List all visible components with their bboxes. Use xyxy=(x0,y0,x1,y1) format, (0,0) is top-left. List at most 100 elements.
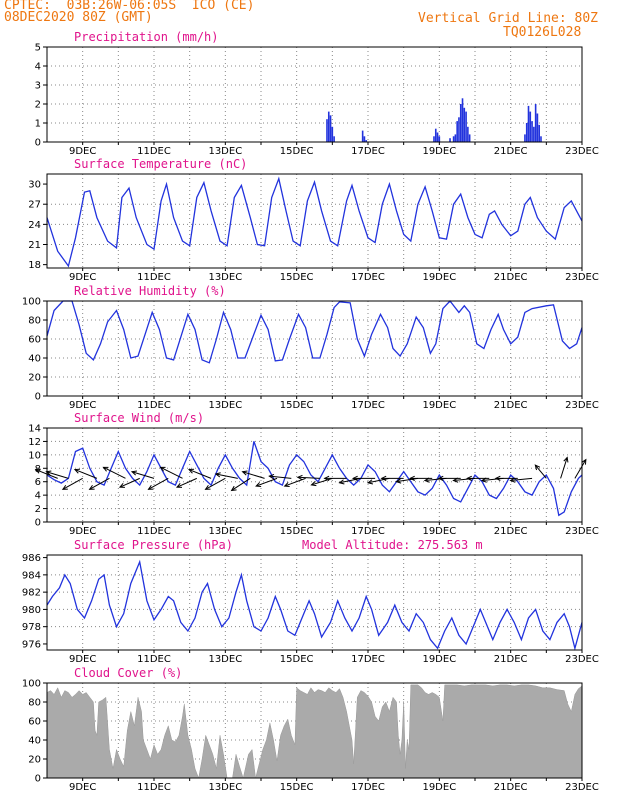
wind-arrow xyxy=(215,473,238,479)
rh-ytick-label: 60 xyxy=(28,335,41,346)
wind-xtick-label: 19DEC xyxy=(422,526,456,537)
wind-arrow xyxy=(510,477,533,482)
wind-arrow xyxy=(62,477,83,490)
precip-ytick-label: 0 xyxy=(35,138,41,149)
rh-xtick-label: 19DEC xyxy=(422,400,456,411)
rh-title: Relative Humidity (%) xyxy=(74,284,226,298)
precip-xtick-label: 23DEC xyxy=(565,146,599,157)
precip-ytick-label: 1 xyxy=(35,119,41,130)
precip-bar xyxy=(540,136,542,142)
wind-arrow xyxy=(396,477,419,483)
pres-xtick-label: 15DEC xyxy=(280,654,314,665)
pres-ytick-label: 986 xyxy=(22,553,41,564)
precip-xtick-label: 19DEC xyxy=(422,146,456,157)
temp-xtick-label: 23DEC xyxy=(565,272,599,283)
wind-arrow-head xyxy=(395,478,402,484)
wind-arrow-head xyxy=(534,464,541,471)
wind-arrow-head xyxy=(563,456,569,463)
wind-arrow-head xyxy=(452,477,459,483)
wind-ytick-label: 14 xyxy=(28,424,41,435)
temp-ytick-label: 30 xyxy=(28,180,41,191)
cloud-title: Cloud Cover (%) xyxy=(74,666,182,680)
wind-arrow xyxy=(160,466,183,479)
precip-bar xyxy=(536,113,539,142)
pres-frame xyxy=(46,554,583,651)
precip-bar xyxy=(363,136,366,142)
temp-xtick-label: 19DEC xyxy=(422,272,456,283)
precip-xtick-label: 21DEC xyxy=(494,146,528,157)
precip-bar xyxy=(461,98,464,142)
rh-xtick-label: 21DEC xyxy=(494,400,528,411)
precip-bar xyxy=(329,115,332,142)
precip-title: Precipitation (mm/h) xyxy=(74,30,219,44)
wind-arrow-head xyxy=(310,481,317,487)
wind-arrow-head xyxy=(88,484,95,490)
rh-ytick-label: 80 xyxy=(28,316,41,327)
header-grid-line: Vertical Grid Line: 80Z xyxy=(418,11,599,26)
pres-panel: 976 978 980 982 984 986 9DEC 11DEC 13DEC 15DEC 17D… xyxy=(22,538,599,665)
precip-bar xyxy=(365,140,368,142)
rh-xtick-label: 15DEC xyxy=(280,400,314,411)
precip-bar xyxy=(531,121,533,142)
wind-arrow-head xyxy=(437,475,444,481)
wind-arrow-head xyxy=(159,466,166,472)
pres-ytick-label: 982 xyxy=(22,588,41,599)
wind-frame xyxy=(46,427,583,523)
cloud-xtick-label: 21DEC xyxy=(494,782,528,793)
wind-xtick-label: 13DEC xyxy=(208,526,242,537)
pres-ytick-label: 978 xyxy=(22,622,41,633)
precip-bar xyxy=(534,104,537,142)
wind-arrow-head xyxy=(466,475,472,481)
rh-xtick-label: 13DEC xyxy=(208,400,242,411)
wind-arrow xyxy=(231,477,251,491)
precip-bar xyxy=(529,111,532,142)
pres-ytick-label: 980 xyxy=(22,605,41,616)
wind-arrow xyxy=(242,471,265,479)
wind-arrow-head xyxy=(509,477,516,483)
rh-xtick-label: 9DEC xyxy=(69,400,96,411)
wind-arrow-head xyxy=(581,458,587,465)
precip-xtick-label: 11DEC xyxy=(137,146,171,157)
precip-panel: 0 1 2 3 4 5 9DEC 11DEC 13DEC 15DEC 17DEC 19DEC 21DEC… xyxy=(35,30,599,157)
pres-ytick-label: 976 xyxy=(22,639,41,650)
precip-bar xyxy=(436,132,439,142)
temp-xtick-label: 15DEC xyxy=(280,272,314,283)
temp-line xyxy=(46,176,583,268)
wind-arrow xyxy=(560,457,568,479)
temp-panel: 18 21 24 27 30 9DEC 11DEC 13DEC 15DEC 17DEC 19DEC 2… xyxy=(28,157,599,283)
wind-arrow xyxy=(205,477,226,490)
precip-ytick-label: 4 xyxy=(35,62,41,73)
temp-frame xyxy=(46,173,583,269)
rh-ytick-label: 40 xyxy=(28,354,41,365)
temp-ytick-label: 27 xyxy=(28,200,41,211)
pres-xtick-label: 11DEC xyxy=(137,654,171,665)
cloud-xtick-label: 11DEC xyxy=(137,782,171,793)
wind-arrow-head xyxy=(480,477,487,483)
wind-arrow-head xyxy=(494,475,501,481)
wind-xtick-label: 21DEC xyxy=(494,526,528,537)
precip-bar xyxy=(326,119,328,142)
precip-bar xyxy=(438,136,441,142)
precip-bar xyxy=(454,134,457,142)
cloud-panel: 0 20 40 60 80 100 9DEC 11DEC 13DEC 15DEC 17DEC 19DE… xyxy=(22,666,599,793)
wind-arrow xyxy=(534,464,547,479)
wind-arrow-head xyxy=(175,483,183,488)
precip-bar xyxy=(467,126,469,142)
wind-arrow-head xyxy=(73,468,80,474)
wind-arrow-head xyxy=(351,475,358,481)
wind-arrow-head xyxy=(187,468,195,474)
wind-ytick-label: 4 xyxy=(35,491,41,502)
wind-arrow xyxy=(269,475,292,479)
precip-xtick-label: 9DEC xyxy=(69,146,96,157)
wind-arrow-head xyxy=(230,485,237,492)
rh-xtick-label: 23DEC xyxy=(565,400,599,411)
precip-bar xyxy=(449,138,451,142)
precip-bar xyxy=(465,111,467,142)
wind-arrow xyxy=(46,471,69,479)
cloud-ytick-label: 80 xyxy=(28,698,41,709)
temp-xtick-label: 9DEC xyxy=(69,272,96,283)
wind-arrow-head xyxy=(130,470,138,476)
wind-xtick-label: 11DEC xyxy=(137,526,171,537)
precip-xtick-label: 17DEC xyxy=(351,146,385,157)
